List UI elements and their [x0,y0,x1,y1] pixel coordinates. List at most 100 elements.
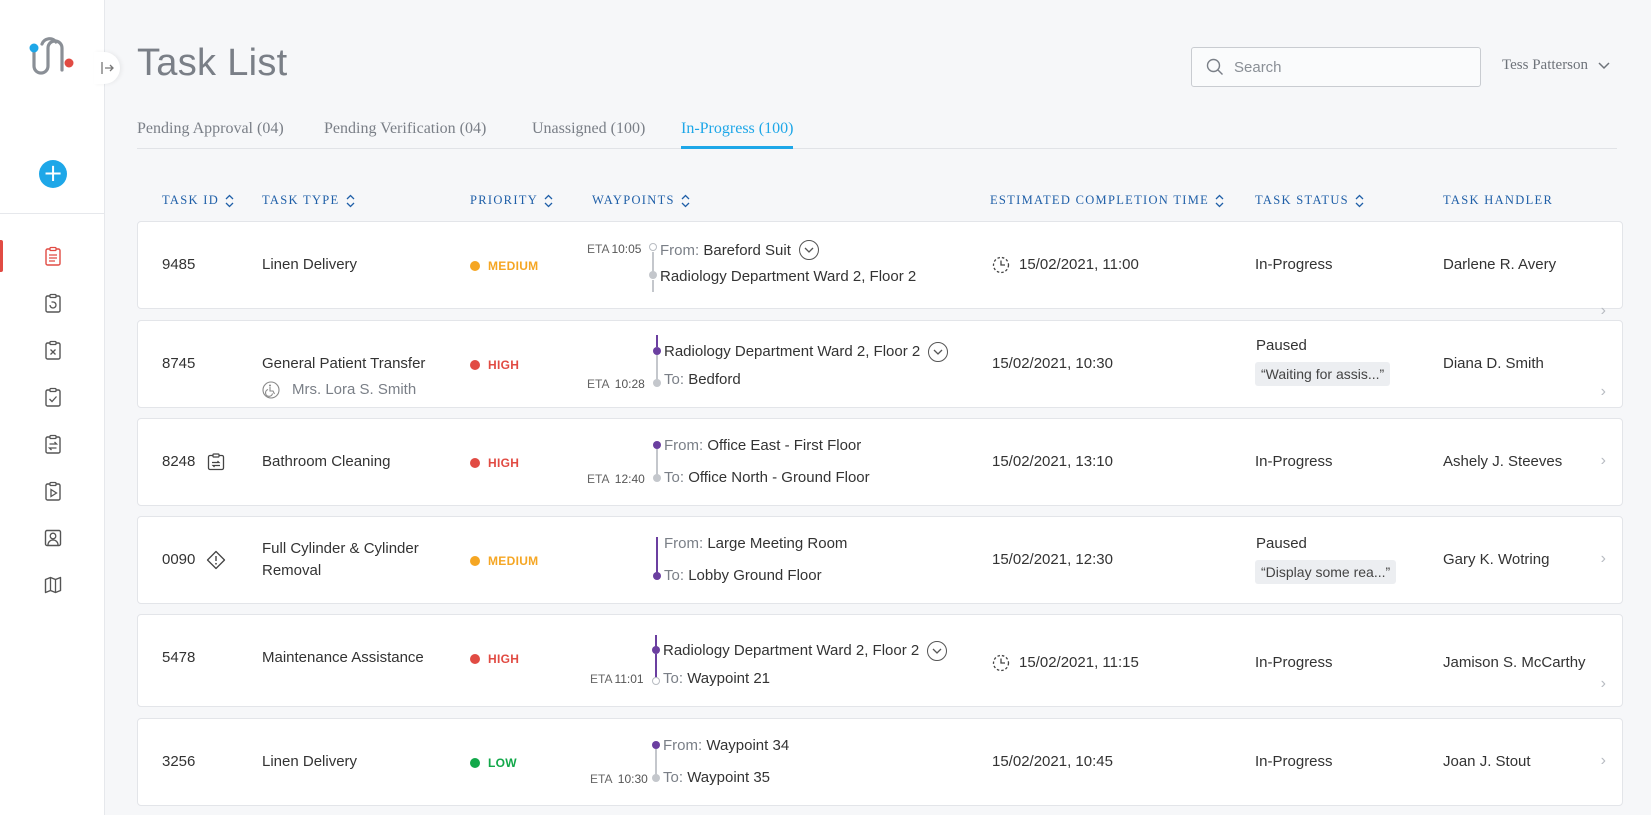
column-label: TASK STATUS [1255,193,1349,207]
from-label: From: [663,737,703,754]
task-status: In-Progress [1255,753,1333,770]
sort-icon [1355,194,1364,207]
status-note: “Waiting for assis...” [1255,362,1391,386]
status-note: “Display some rea...” [1255,560,1397,584]
to-value: Waypoint 35 [687,769,771,786]
sidebar-item-completed[interactable] [0,377,105,417]
expand-waypoints-button[interactable] [927,641,947,661]
search-box[interactable] [1191,47,1481,87]
task-id: 8745 [162,355,196,372]
waypoint-dot [653,474,661,482]
to-label: To: [663,769,684,786]
waypoint-to: To: Waypoint 21 [663,670,770,687]
collapse-sidebar-button[interactable] [94,52,120,84]
waypoint-connector [656,537,658,573]
task-handler: Joan J. Stout [1443,753,1531,770]
waypoint-dot [653,347,661,355]
sidebar-item-transfers[interactable] [0,424,105,464]
tab-in-progress[interactable]: In-Progress (100) [681,120,794,149]
clipboard-play-icon [44,481,61,501]
table-row[interactable]: 9485 Linen Delivery MEDIUM ETA 10:05 From… [137,221,1623,319]
chevron-down-icon [1598,61,1610,69]
priority-dot [470,758,480,768]
to-label: To: [664,469,685,486]
task-type: Maintenance Assistance [262,649,424,666]
priority-label: HIGH [488,652,520,666]
table-row[interactable]: 8745 General Patient Transfer Mrs. Lora … [137,320,1623,408]
chevron-down-icon [932,648,942,654]
tab-pending-verification[interactable]: Pending Verification (04) [324,120,487,137]
eta-label: ETA [587,242,610,256]
column-header-task-id[interactable]: TASK ID [162,193,234,208]
waypoint-connector [656,335,658,347]
chevron-right-icon: › [1600,675,1606,692]
sidebar-item-task-list[interactable] [0,236,105,276]
waypoint-to: To: Office North - Ground Floor [664,469,870,486]
priority-dot [470,261,480,271]
waypoint-dot [649,271,657,279]
waypoint-dot [652,646,660,654]
sidebar-item-map[interactable] [0,565,105,605]
waypoint-dot [652,677,660,685]
pending-clock-icon [992,654,1010,672]
column-label: TASK TYPE [262,193,340,207]
to-value: Lobby Ground Floor [688,567,822,584]
waypoint-dot [653,572,661,580]
table-row[interactable]: 8248 Bathroom Cleaning HIGH ETA 12:40 Fr… [137,418,1623,506]
estimated-completion-time: 15/02/2021, 13:10 [992,453,1113,470]
eta: ETA 10:28 [587,377,645,391]
sidebar-item-recurring[interactable] [0,283,105,323]
sidebar-item-users[interactable] [0,518,105,558]
add-task-button[interactable]: + [39,160,67,188]
from-value: Waypoint 34 [706,737,790,754]
chevron-right-icon: › [1600,302,1606,319]
waypoint-dot [652,741,660,749]
column-label: PRIORITY [470,193,539,207]
eta: ETA 10:30 [590,772,648,786]
task-type: Linen Delivery [262,753,358,770]
recurring-task-icon [207,453,225,471]
priority-label: MEDIUM [488,554,539,568]
priority-dot [470,458,480,468]
table-row[interactable]: 3256 Linen Delivery LOW ETA 10:30 From: … [137,718,1623,806]
priority-label: LOW [488,756,517,770]
expand-waypoints-button[interactable] [799,240,819,260]
task-status: In-Progress [1255,654,1333,671]
task-type: Bathroom Cleaning [262,453,391,470]
search-input[interactable] [1234,58,1464,76]
eta-label: ETA [590,772,613,786]
priority-label: HIGH [488,456,520,470]
sidebar-item-playback[interactable] [0,471,105,511]
expand-waypoints-button[interactable] [928,342,948,362]
from-label: From: [664,437,704,454]
clipboard-swap-icon [44,434,61,454]
column-header-priority[interactable]: PRIORITY [470,193,553,208]
to-value: Bedford [688,371,741,388]
eta-label: ETA [590,672,613,686]
column-header-task-handler: TASK HANDLER [1443,193,1553,208]
sidebar-item-rejected[interactable] [0,330,105,370]
task-status: In-Progress [1255,453,1333,470]
priority-badge: HIGH [470,358,519,372]
priority-dot [470,654,480,664]
column-header-ect[interactable]: ESTIMATED COMPLETION TIME [990,193,1224,208]
column-header-task-status[interactable]: TASK STATUS [1255,193,1364,208]
table-row[interactable]: 5478 Maintenance Assistance HIGH ETA 11:0… [137,614,1623,707]
column-header-task-type[interactable]: TASK TYPE [262,193,355,208]
user-menu[interactable]: Tess Patterson [1502,57,1610,74]
user-profile-icon [44,529,61,547]
column-header-waypoints[interactable]: WAYPOINTS [592,193,690,208]
tab-unassigned[interactable]: Unassigned (100) [532,120,646,137]
eta-time: 10:30 [617,772,648,786]
alert-diamond-icon [206,550,226,570]
clipboard-x-icon [44,340,61,360]
table-row[interactable]: 0090 Full Cylinder & Cylinder Removal ME… [137,516,1623,604]
chevron-down-icon [804,247,814,253]
estimated-completion-time: 15/02/2021, 11:15 [1019,654,1139,671]
waypoint-from: From: Office East - First Floor [664,437,861,454]
waypoint-from: From: Bareford Suit [660,242,791,259]
pending-clock-icon [992,256,1010,274]
waypoint-connector [655,654,657,678]
tab-pending-approval[interactable]: Pending Approval (04) [137,120,284,137]
eta-time: 10:28 [614,377,645,391]
